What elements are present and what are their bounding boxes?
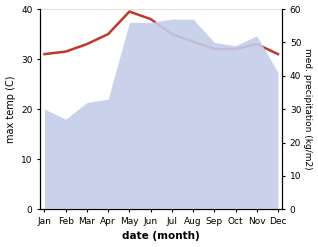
Y-axis label: med. precipitation (kg/m2): med. precipitation (kg/m2): [303, 48, 313, 170]
X-axis label: date (month): date (month): [122, 231, 200, 242]
Y-axis label: max temp (C): max temp (C): [5, 75, 16, 143]
